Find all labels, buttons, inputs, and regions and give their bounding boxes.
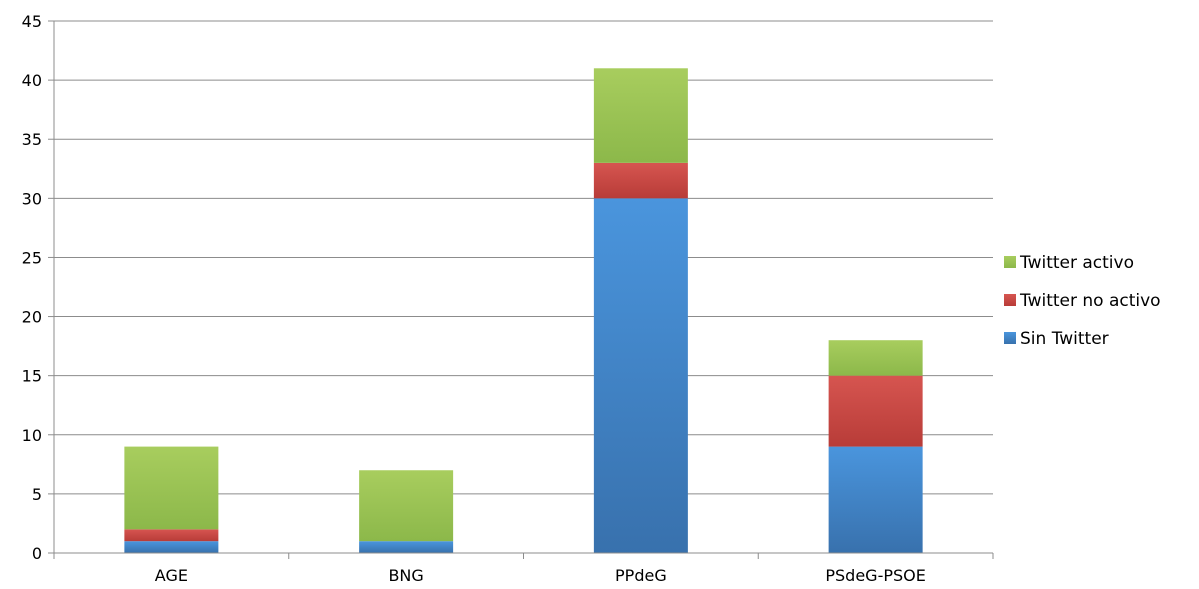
legend-item-twitter-activo: Twitter activo	[1004, 253, 1134, 273]
x-tick-label: BNG	[388, 566, 423, 585]
x-tick-label: PSdeG-PSOE	[825, 566, 925, 585]
bar-segment-bng-twitter-activo	[359, 470, 454, 542]
legend-item-twitter-no-activo: Twitter no activo	[1004, 291, 1161, 311]
x-tick-label: PPdeG	[615, 566, 667, 585]
y-tick-label: 10	[22, 426, 42, 445]
legend-swatch	[1004, 332, 1016, 344]
bar-segment-ppdeg-twitter-activo	[593, 68, 688, 163]
y-tick-label: 35	[22, 130, 42, 149]
y-tick-label: 5	[32, 485, 42, 504]
y-tick-label: 30	[22, 189, 42, 208]
x-tick-label: AGE	[155, 566, 188, 585]
legend-swatch	[1004, 256, 1016, 268]
x-axis-tick-labels: AGE BNG PPdeG PSdeG-PSOE	[155, 566, 926, 585]
y-tick-label: 40	[22, 71, 42, 90]
legend-label: Twitter activo	[1019, 253, 1134, 273]
axes	[48, 20, 994, 559]
gridlines	[54, 20, 993, 495]
y-tick-label: 25	[22, 248, 42, 267]
legend-label: Sin Twitter	[1020, 329, 1109, 349]
y-tick-label: 0	[32, 544, 42, 563]
bar-segment-age-twitter-no-activo	[124, 529, 219, 542]
bar-segment-psdeg-psoe-twitter-no-activo	[828, 375, 923, 447]
bar-segment-age-sin-twitter	[124, 541, 219, 553]
bar-segment-age-twitter-activo	[124, 446, 219, 530]
bar-segment-ppdeg-sin-twitter	[593, 198, 688, 554]
bar-segment-bng-sin-twitter	[359, 541, 454, 553]
legend-item-sin-twitter: Sin Twitter	[1004, 329, 1109, 349]
legend-label: Twitter no activo	[1019, 291, 1161, 311]
legend: Twitter activo Twitter no activo Sin Twitt…	[1004, 253, 1161, 349]
legend-swatch	[1004, 294, 1016, 306]
y-tick-label: 15	[22, 367, 42, 386]
bar-stacks	[124, 68, 923, 554]
bar-segment-psdeg-psoe-twitter-activo	[828, 340, 923, 376]
y-tick-label: 20	[22, 308, 42, 327]
bar-segment-ppdeg-twitter-no-activo	[593, 162, 688, 199]
y-axis-tick-labels: 0 5 10 15 20 25 30 35 40 45	[22, 12, 42, 563]
bar-segment-psdeg-psoe-sin-twitter	[828, 446, 923, 553]
y-tick-label: 45	[22, 12, 42, 31]
